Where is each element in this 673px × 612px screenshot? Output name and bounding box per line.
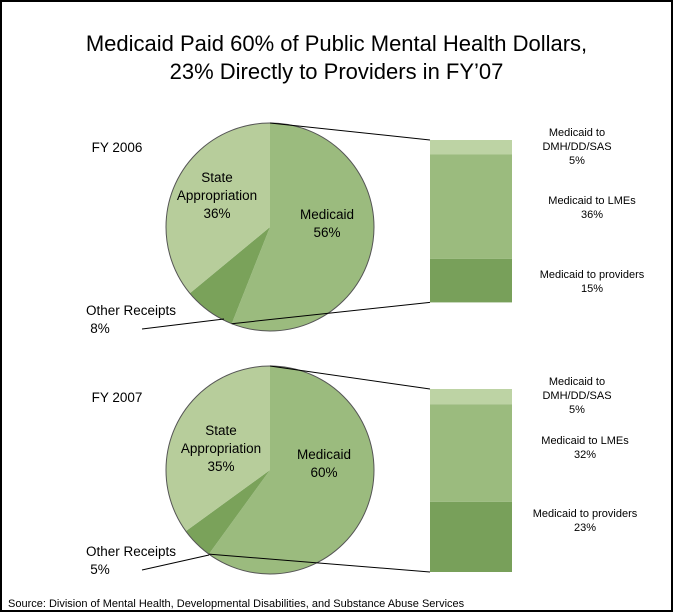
pie-label-value: 36% [203, 206, 231, 221]
pie-subtitle: FY 2006 [91, 140, 143, 155]
pie-label: Other Receipts 8% [71, 302, 191, 338]
pie-label: State Appropriation 35% [166, 422, 276, 476]
leader-line [141, 318, 225, 330]
pie-slice [185, 470, 270, 555]
pie-slice [166, 123, 270, 294]
bar-segment [430, 389, 512, 405]
bar-label-name: Medicaid to providers [532, 508, 638, 520]
pie-label-value: 5% [90, 562, 110, 577]
pie-subtitle: FY 2007 [91, 390, 143, 405]
bar-label-name: Medicaid to DMH/DD/SAS [542, 376, 612, 402]
title-line: 23% Directly to Providers in FY’07 [169, 59, 504, 84]
pie-label: State Appropriation 36% [162, 169, 272, 223]
bar-label-name: Medicaid to LMEs [541, 435, 629, 447]
pie-label-name: Other Receipts [85, 303, 177, 318]
bar-label-value: 15% [580, 283, 604, 295]
pie-label: Medicaid 60% [274, 446, 374, 482]
pie-slice [208, 366, 375, 574]
bar-label-value: 32% [573, 449, 597, 461]
pie-slice [189, 227, 270, 324]
connector [269, 365, 431, 390]
bar-label: Medicaid to LMEs 36% [527, 194, 657, 222]
bar-label-name: Medicaid to providers [539, 269, 645, 281]
bar-label-name: Medicaid to LMEs [548, 195, 636, 207]
connector [231, 301, 431, 325]
bar-label: Medicaid to DMH/DD/SAS 5% [532, 126, 622, 168]
source: Source: Division of Mental Health, Devel… [8, 598, 465, 610]
bar-segment [430, 501, 512, 572]
bar-label-value: 36% [580, 209, 604, 221]
pie-label-name: State Appropriation [180, 423, 262, 456]
bar-segment [430, 154, 512, 259]
pie-label-value: 60% [310, 465, 338, 480]
bar-segment [430, 140, 512, 155]
pie-slice [166, 366, 270, 532]
bar-label-value: 5% [569, 155, 585, 167]
pie-label-name: Medicaid [299, 207, 355, 222]
pie-label-name: Other Receipts [85, 544, 177, 559]
bar-label: Medicaid to DMH/DD/SAS 5% [532, 375, 622, 417]
pie-label-value: 35% [207, 459, 235, 474]
title-line: Medicaid Paid 60% of Public Mental Healt… [85, 31, 588, 56]
bar-label: Medicaid to providers 15% [522, 268, 662, 296]
pie-label: Medicaid 56% [277, 206, 377, 242]
connector [269, 122, 431, 141]
connector [208, 553, 431, 573]
bar-label: Medicaid to providers 23% [515, 507, 655, 535]
pie-label-value: 8% [90, 321, 110, 336]
pie-label: Other Receipts 5% [71, 543, 191, 579]
bar-segment [430, 404, 512, 502]
pie-label-name: State Appropriation [176, 170, 258, 203]
bar-label: Medicaid to LMEs 32% [520, 434, 650, 462]
bar-label-value: 5% [569, 404, 585, 416]
pie-label-name: Medicaid [296, 447, 352, 462]
pie-label-value: 56% [313, 225, 341, 240]
pie-slice [231, 123, 374, 331]
title: Medicaid Paid 60% of Public Mental Healt… [2, 30, 671, 86]
leader-line [141, 554, 210, 571]
bar-label-name: Medicaid to DMH/DD/SAS [542, 127, 612, 153]
bar-segment [430, 258, 512, 303]
bar-label-value: 23% [573, 522, 597, 534]
